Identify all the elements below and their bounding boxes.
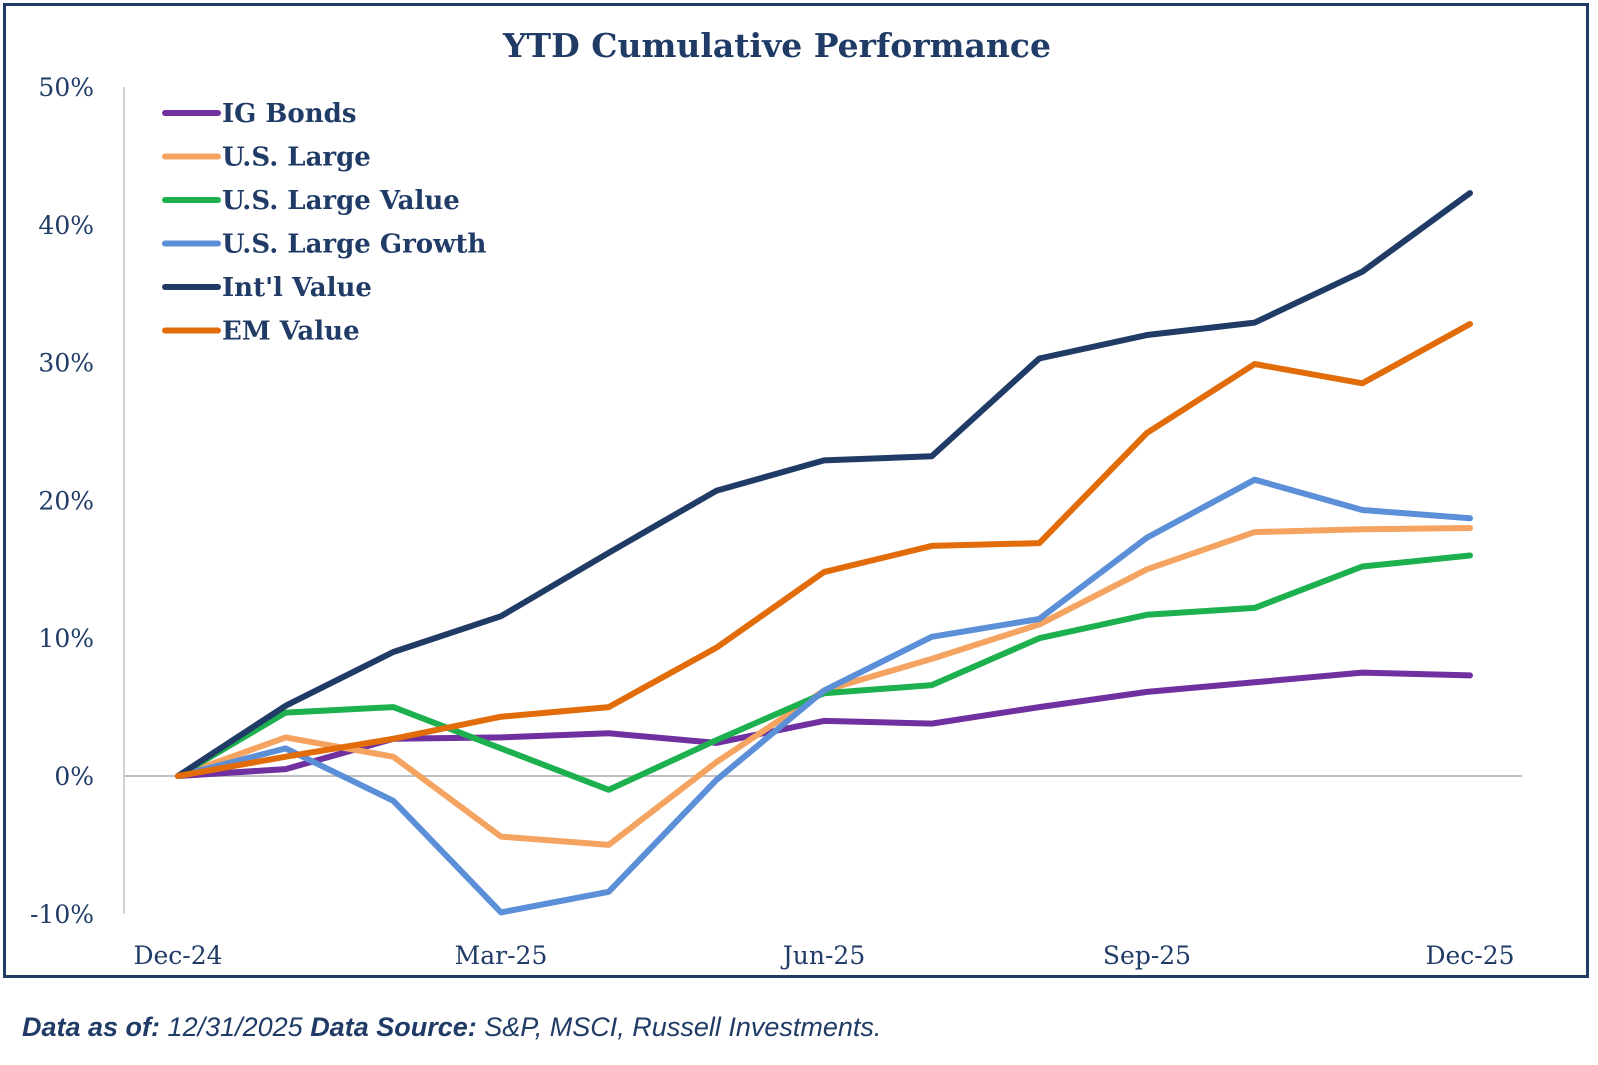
line-chart: YTD Cumulative Performance -10% 0% 10% 20% 3… bbox=[30, 26, 1522, 970]
data-as-of-value: 12/31/2025 bbox=[160, 1012, 311, 1042]
y-tick-label: -10% bbox=[30, 900, 94, 929]
legend-label: U.S. Large Value bbox=[222, 186, 460, 216]
y-tick-label: 0% bbox=[54, 762, 94, 791]
series-line bbox=[175, 190, 1473, 779]
chart-frame bbox=[3, 3, 1589, 978]
legend: IG Bonds U.S. Large U.S. Large Value U.S. L… bbox=[162, 99, 487, 347]
series-line bbox=[175, 321, 1473, 779]
y-tick-label: 50% bbox=[38, 73, 94, 102]
y-tick-label: 20% bbox=[38, 486, 94, 515]
legend-label: IG Bonds bbox=[222, 99, 356, 129]
legend-label: Int'l Value bbox=[222, 273, 372, 303]
chart-title: YTD Cumulative Performance bbox=[502, 26, 1051, 65]
y-tick-label: 10% bbox=[38, 624, 94, 653]
y-tick-label: 40% bbox=[38, 211, 94, 240]
data-as-of-label: Data as of: bbox=[22, 1012, 161, 1042]
y-axis-ticks: -10% 0% 10% 20% 30% 40% 50% bbox=[30, 73, 94, 929]
data-source-value: S&P, MSCI, Russell Investments. bbox=[476, 1012, 882, 1042]
series-lines bbox=[175, 190, 1473, 916]
x-tick-label: Dec-24 bbox=[133, 941, 222, 970]
x-tick-label: Sep-25 bbox=[1103, 941, 1191, 970]
x-axis-ticks: Dec-24 Mar-25 Jun-25 Sep-25 Dec-25 bbox=[133, 941, 1514, 970]
series-line bbox=[175, 476, 1473, 916]
footer-note: Data as of: 12/31/2025 Data Source: S&P,… bbox=[22, 1012, 881, 1043]
legend-label: EM Value bbox=[222, 317, 360, 347]
legend-label: U.S. Large bbox=[222, 143, 371, 173]
legend-label: U.S. Large Growth bbox=[222, 230, 487, 260]
x-tick-label: Mar-25 bbox=[455, 941, 548, 970]
x-tick-label: Dec-25 bbox=[1425, 941, 1514, 970]
x-tick-label: Jun-25 bbox=[780, 941, 865, 970]
y-tick-label: 30% bbox=[38, 349, 94, 378]
data-source-label: Data Source: bbox=[310, 1012, 477, 1042]
